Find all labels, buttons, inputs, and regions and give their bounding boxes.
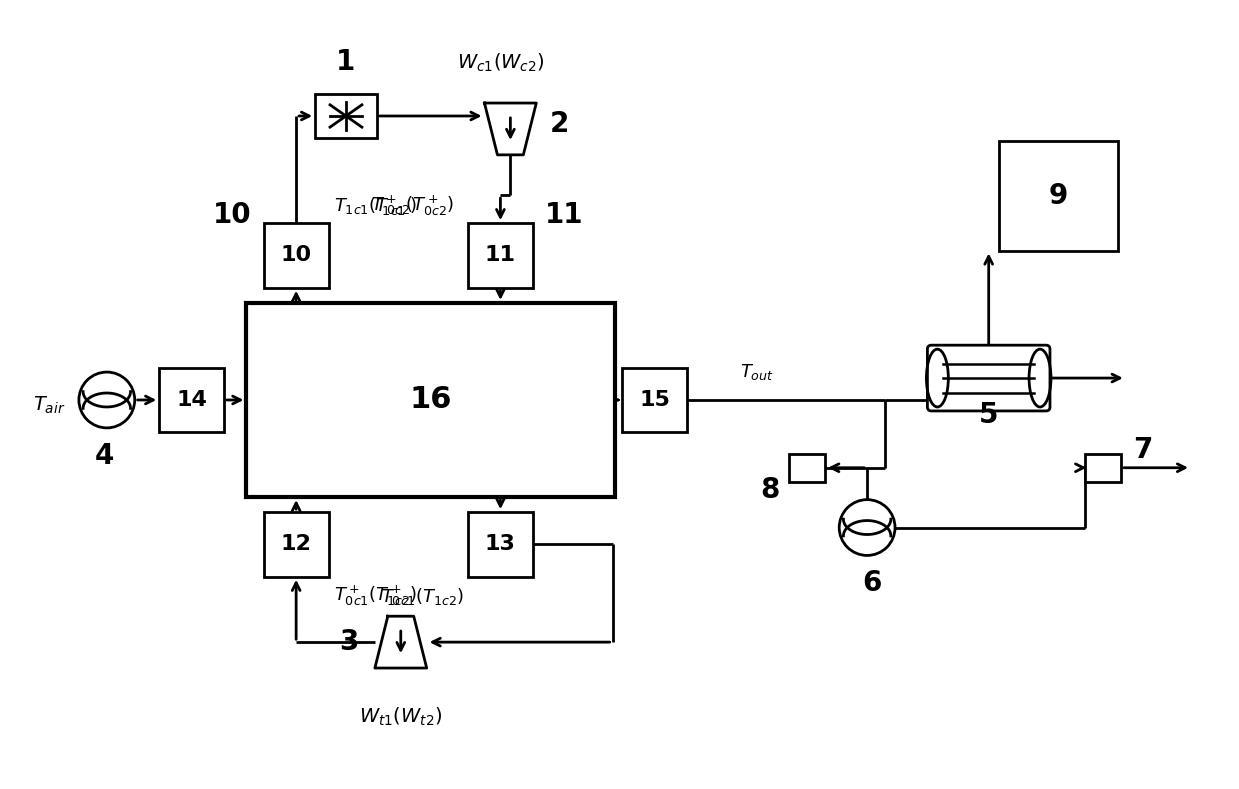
Bar <box>999 141 1119 251</box>
Text: 15: 15 <box>639 390 670 410</box>
Text: 9: 9 <box>1049 181 1068 210</box>
Text: $T_{0c1}(T_{1c2})$: $T_{0c1}(T_{1c2})$ <box>380 585 465 607</box>
Text: $T^+_{1c1}(T^+_{0c2})$: $T^+_{1c1}(T^+_{0c2})$ <box>370 193 455 218</box>
Bar <box>315 94 377 138</box>
Bar <box>264 512 328 577</box>
Text: 1: 1 <box>336 47 356 76</box>
Text: 4: 4 <box>95 442 114 469</box>
Text: 3: 3 <box>339 628 359 656</box>
Bar <box>789 454 825 482</box>
Bar <box>468 512 533 577</box>
FancyBboxPatch shape <box>928 345 1049 411</box>
Text: 8: 8 <box>760 476 779 503</box>
Text: 6: 6 <box>862 570 882 597</box>
Bar <box>622 368 688 432</box>
Text: 11: 11 <box>484 245 515 265</box>
Text: $T_{air}$: $T_{air}$ <box>32 394 66 416</box>
Text: $T_{1c1}(T_{0c2})$: $T_{1c1}(T_{0c2})$ <box>335 195 418 216</box>
Text: 14: 14 <box>176 390 207 410</box>
Text: $T_{out}$: $T_{out}$ <box>741 362 774 382</box>
Text: 2: 2 <box>550 110 570 138</box>
Text: $W_{c1}(W_{c2})$: $W_{c1}(W_{c2})$ <box>457 52 544 74</box>
Text: $W_{t1}(W_{t2})$: $W_{t1}(W_{t2})$ <box>359 705 442 728</box>
Bar <box>1085 454 1121 482</box>
Bar <box>247 303 615 497</box>
Text: 10: 10 <box>213 201 252 229</box>
Text: 11: 11 <box>545 201 584 229</box>
Text: 12: 12 <box>281 534 311 555</box>
Bar <box>159 368 224 432</box>
Text: 5: 5 <box>979 401 999 429</box>
Text: 7: 7 <box>1134 436 1152 464</box>
Text: 13: 13 <box>484 534 515 555</box>
Text: $T^+_{0c1}(T^+_{1c2})$: $T^+_{0c1}(T^+_{1c2})$ <box>335 584 418 608</box>
Bar <box>468 223 533 288</box>
Text: 16: 16 <box>409 386 452 414</box>
Bar <box>264 223 328 288</box>
Text: 10: 10 <box>280 245 312 265</box>
